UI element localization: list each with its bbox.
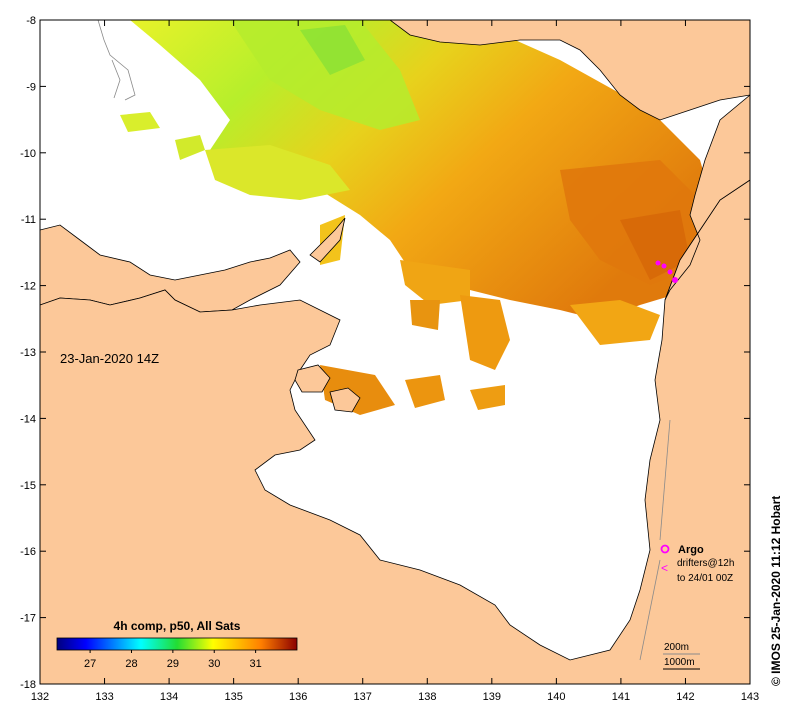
lon-tick-label: 132 <box>31 691 49 703</box>
land-arnhem-south <box>40 179 750 684</box>
contour-200-label: 200m <box>664 642 689 653</box>
colorbar-ticks: 27 28 29 30 31 <box>84 650 262 670</box>
lon-tick-label: 138 <box>418 691 436 703</box>
drifter-legend-line2: to 24/01 00Z <box>677 573 733 584</box>
bathymetry-contours <box>97 20 671 661</box>
lon-tick-label: 140 <box>547 691 565 703</box>
lat-tick-label: -17 <box>20 613 36 625</box>
colorbar-tick-label: 31 <box>249 658 261 670</box>
lat-tick-label: -8 <box>26 15 36 27</box>
colorbar-tick-label: 30 <box>208 658 220 670</box>
lon-tick-label: 133 <box>95 691 113 703</box>
drifter-legend-line1: drifters@12h <box>677 558 734 569</box>
contour-legend: 200m 1000m <box>663 642 700 670</box>
sst-data-layer <box>120 20 720 415</box>
colorbar-gradient <box>56 637 298 651</box>
land-groote-island <box>294 364 331 393</box>
land-new-guinea <box>389 20 750 121</box>
lat-tick-label: -11 <box>21 214 36 226</box>
lon-tick-label: 137 <box>354 691 372 703</box>
argo-legend-label: Argo <box>678 544 704 556</box>
lon-tick-label: 139 <box>483 691 501 703</box>
drifter-point <box>667 269 673 275</box>
lon-tick-label: 142 <box>676 691 694 703</box>
lat-tick-label: -13 <box>20 347 36 359</box>
latitude-axis: -8 -9 -10 -11 -12 -13 -14 -15 -16 -17 -18 <box>20 15 750 691</box>
argo-drifter-track <box>655 260 678 283</box>
date-label: 23-Jan-2020 14Z <box>60 351 159 366</box>
land-wessel-island <box>309 217 346 263</box>
credit-label: © IMOS 25-Jan-2020 11:12 Hobart <box>769 496 783 686</box>
lon-tick-label: 136 <box>289 691 307 703</box>
lon-tick-label: 135 <box>224 691 242 703</box>
lat-tick-label: -15 <box>20 480 36 492</box>
lat-tick-label: -10 <box>20 148 36 160</box>
lon-tick-label: 141 <box>612 691 630 703</box>
longitude-axis: 132 133 134 135 136 137 138 139 140 141 142 143 <box>31 20 759 703</box>
drifter-legend-icon: < <box>661 561 668 575</box>
colorbar-tick-label: 28 <box>125 658 137 670</box>
land-mornington-island <box>329 387 361 413</box>
contour-1000-label: 1000m <box>664 657 695 668</box>
drifter-point <box>672 277 678 283</box>
lat-tick-label: -14 <box>20 413 36 425</box>
lat-tick-label: -18 <box>20 679 36 691</box>
lat-tick-label: -9 <box>26 81 36 93</box>
lon-tick-label: 134 <box>160 691 178 703</box>
lat-tick-label: -12 <box>20 281 36 293</box>
colorbar-tick-label: 27 <box>84 658 96 670</box>
lon-tick-label: 143 <box>741 691 759 703</box>
drifter-point <box>655 260 661 266</box>
float-legend: Argo < drifters@12h to 24/01 00Z <box>660 544 734 584</box>
colorbar: 4h comp, p50, All Sats 27 28 29 30 31 <box>56 619 298 670</box>
lat-tick-label: -16 <box>20 546 36 558</box>
colorbar-title: 4h comp, p50, All Sats <box>114 619 241 633</box>
colorbar-tick-label: 29 <box>167 658 179 670</box>
argo-legend-icon <box>660 544 670 554</box>
drifter-point <box>661 263 667 269</box>
